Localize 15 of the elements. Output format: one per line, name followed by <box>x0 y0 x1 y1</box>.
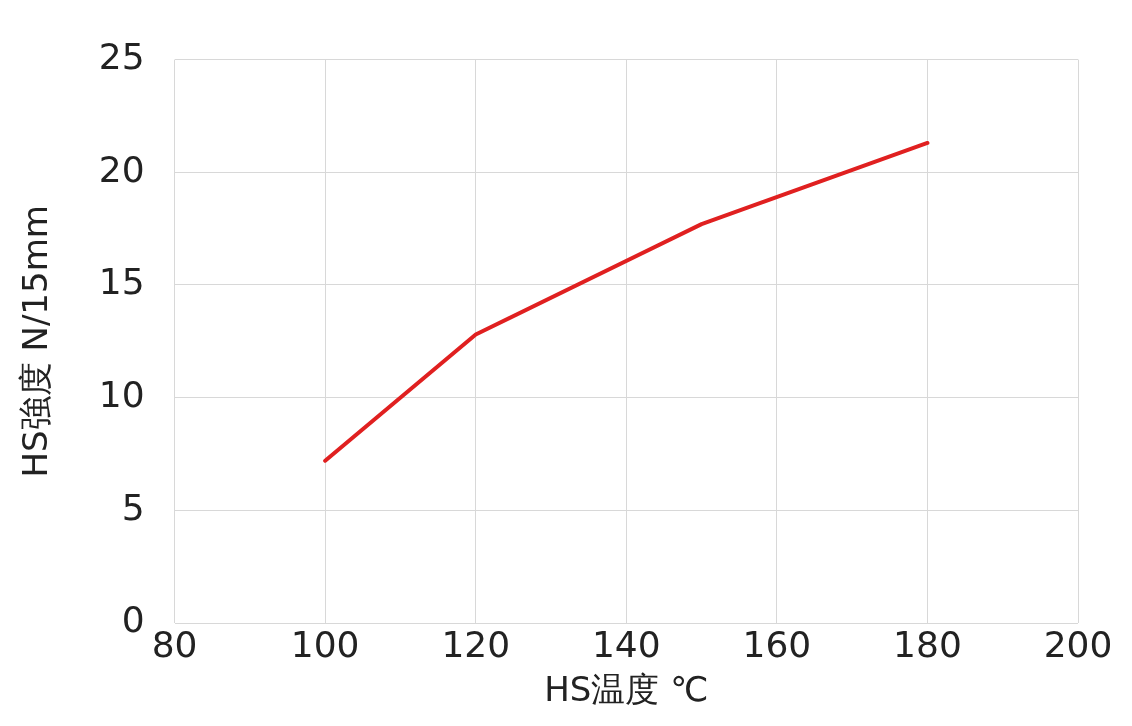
x-tick-label: 140 <box>591 623 661 665</box>
y-tick-label: 20 <box>98 148 145 190</box>
x-tick-label: 80 <box>151 623 198 665</box>
y-tick-label: 15 <box>98 261 145 303</box>
y-tick-label: 10 <box>98 374 145 415</box>
x-tick-label: 100 <box>290 623 360 665</box>
x-tick-label: 200 <box>1043 623 1113 665</box>
x-axis-title: HS温度 ℃ <box>544 669 709 710</box>
x-tick-label: 180 <box>893 623 962 665</box>
y-tick-label: 25 <box>98 35 145 77</box>
y-tick-label: 0 <box>121 599 145 641</box>
x-tick-label: 120 <box>441 623 511 665</box>
y-tick-label: 5 <box>121 486 145 528</box>
y-axis-title: HS強度 N/15mm <box>15 205 56 478</box>
x-tick-label: 160 <box>742 623 812 665</box>
